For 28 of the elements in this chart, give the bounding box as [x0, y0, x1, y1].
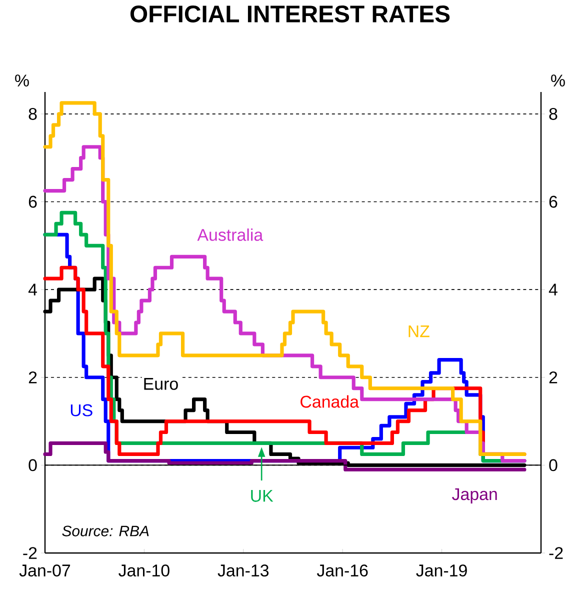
series-label: US [70, 404, 92, 416]
x-tick-label: Jan-16 [316, 564, 368, 577]
legend-label: UK [251, 490, 274, 502]
x-tick-label: Jan-10 [118, 564, 170, 577]
y2-tick-label: 8 [549, 108, 558, 120]
y2-tick-label: -2 [549, 547, 563, 559]
annotation: Source: RBA [62, 526, 149, 536]
x-tick-label: Jan-19 [416, 564, 467, 577]
series-label: Canada [300, 395, 360, 408]
x-tick-label: Jan-07 [19, 564, 70, 577]
y-tick-label: -2 [23, 547, 37, 559]
y-tick-label: 4 [28, 284, 37, 296]
y2-tick-label: 4 [548, 284, 558, 296]
y-tick-label: 2 [28, 371, 37, 384]
y-tick-label: 8 [28, 108, 37, 120]
y2-tick-label: 0 [549, 459, 558, 472]
y2-axis-title: % [551, 74, 565, 86]
y2-tick-label: 2 [549, 371, 558, 384]
text: NZ [408, 325, 430, 338]
series-label: Australia [197, 228, 264, 241]
y-tick-label: 0 [28, 459, 37, 472]
series-label: Japan [452, 488, 497, 504]
y2-tick-label: 6 [549, 196, 558, 208]
y-axis-title: % [15, 74, 29, 86]
series-label: Euro [144, 378, 178, 390]
y-tick-label: 6 [28, 196, 37, 208]
chart-title: OFFICIAL INTEREST RATES [130, 6, 450, 22]
x-tick-label: Jan-13 [218, 564, 269, 577]
